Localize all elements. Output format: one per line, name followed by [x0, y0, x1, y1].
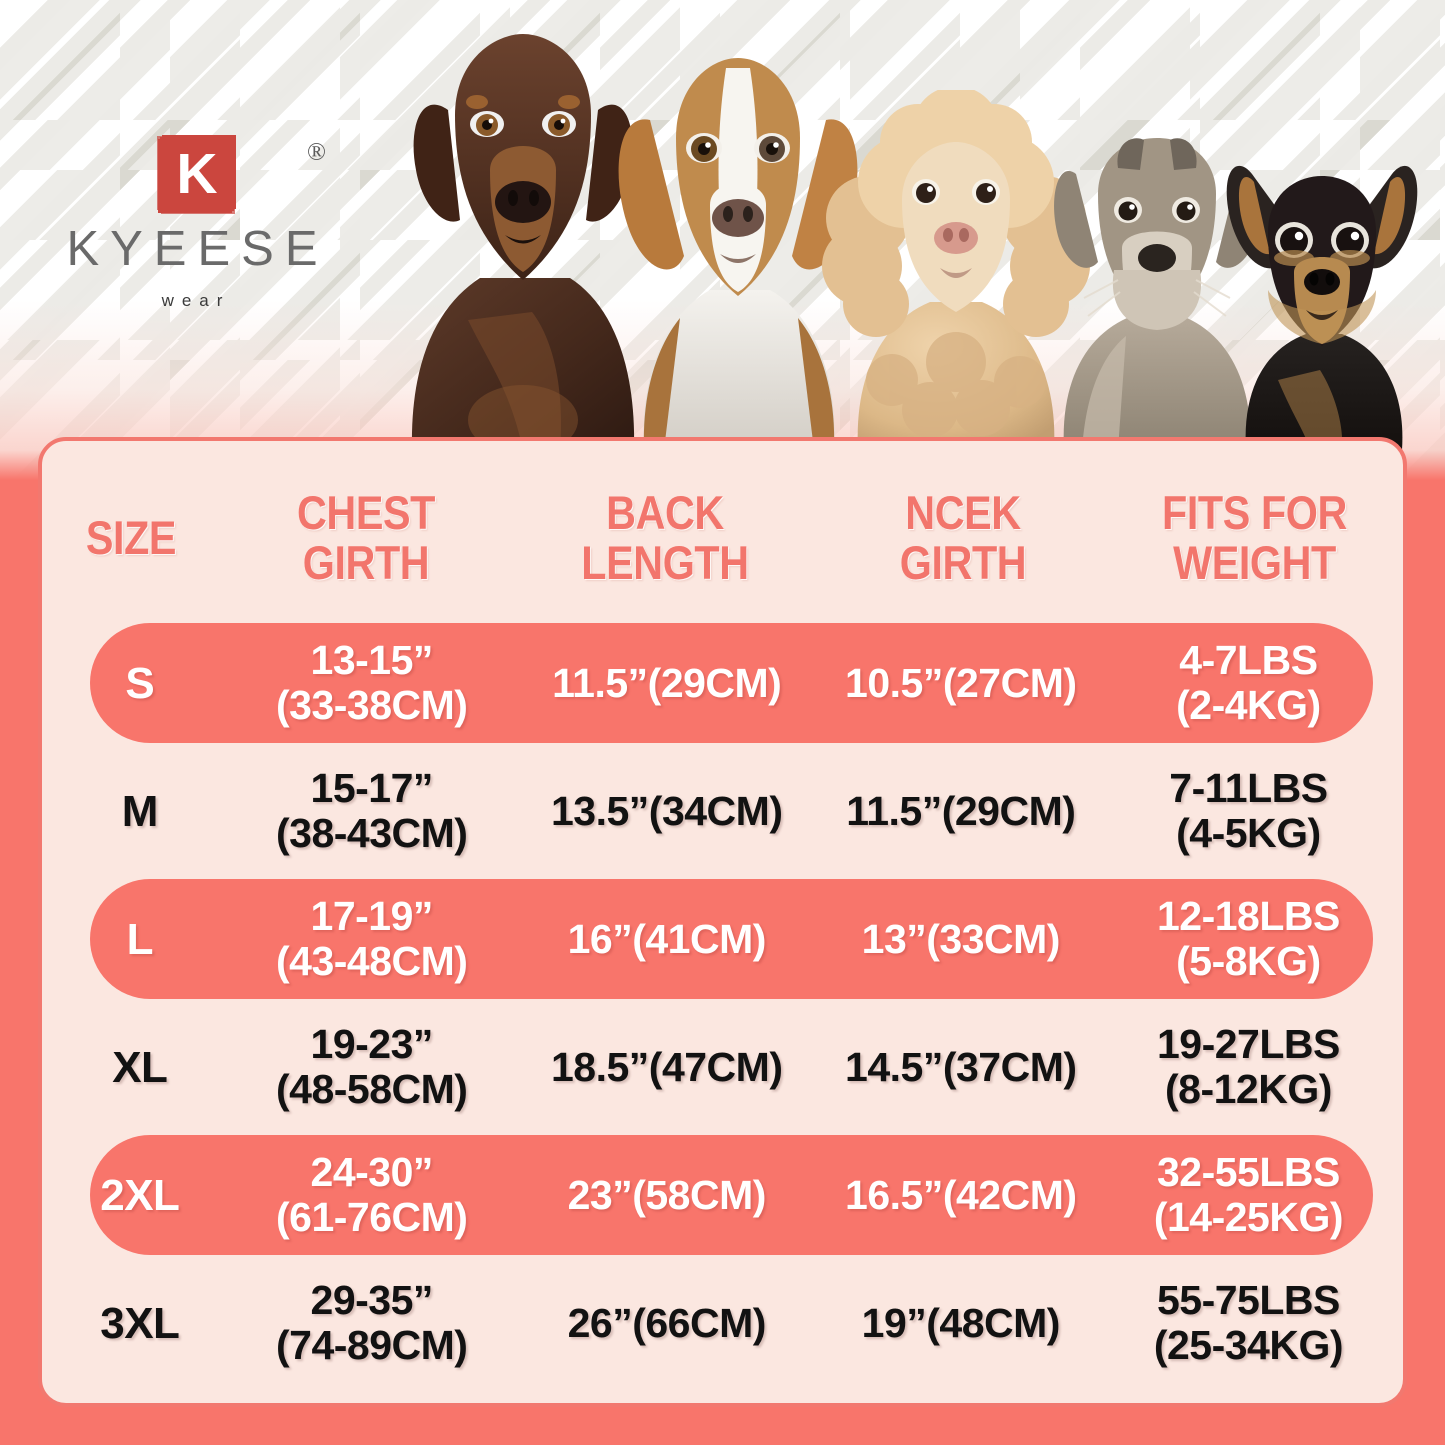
cell-back-length: 13.5”(34CM)	[551, 787, 783, 834]
table-row[interactable]: 2XL 24-30” (61-76CM) 23”(58CM) 16.5”(42C…	[52, 1131, 1393, 1259]
cell-neck-girth: 11.5”(29CM)	[846, 787, 1076, 834]
dog-image-poodle	[822, 90, 1090, 450]
row-highlight-pill	[90, 1135, 1373, 1255]
size-chart-panel: SIZE CHEST GIRTH BACK LENGTH NCEK GIRTH …	[38, 437, 1407, 1407]
cell-size: XL	[112, 1042, 168, 1092]
dog-photo-band	[350, 0, 1445, 450]
cell-size: M	[121, 786, 159, 836]
size-chart-header-row: SIZE CHEST GIRTH BACK LENGTH NCEK GIRTH …	[42, 463, 1403, 613]
cell-neck-girth: 13”(33CM)	[861, 915, 1061, 962]
row-highlight-pill	[90, 623, 1373, 743]
cell-neck-girth: 19”(48CM)	[861, 1299, 1061, 1346]
logo-mark-wrapper: K ®	[22, 135, 362, 217]
table-row[interactable]: XL 19-23” (48-58CM) 18.5”(47CM) 14.5”(37…	[52, 1003, 1393, 1131]
cell-fits-for-weight: 4-7LBS (2-4KG)	[1176, 637, 1321, 728]
registered-trademark-icon: ®	[307, 139, 326, 166]
brand-tagline: wear	[161, 291, 231, 310]
dog-image-doberman	[411, 34, 635, 450]
dog-image-chihuahua	[1226, 165, 1418, 450]
dog-image-beagle	[618, 58, 858, 450]
cell-chest-girth: 17-19” (43-48CM)	[275, 893, 468, 984]
cell-chest-girth: 15-17” (38-43CM)	[275, 765, 468, 856]
cell-back-length: 23”(58CM)	[567, 1171, 767, 1218]
cell-back-length: 26”(66CM)	[567, 1299, 767, 1346]
column-header-back-length: BACK LENGTH	[581, 486, 749, 589]
cell-chest-girth: 19-23” (48-58CM)	[275, 1021, 468, 1112]
cell-neck-girth: 14.5”(37CM)	[845, 1043, 1077, 1090]
cell-fits-for-weight: 7-11LBS (4-5KG)	[1169, 765, 1328, 856]
column-header-chest-girth: CHEST GIRTH	[297, 486, 435, 589]
cell-neck-girth: 16.5”(42CM)	[845, 1171, 1077, 1218]
brand-name: KYEESE	[66, 222, 329, 276]
cell-size: 3XL	[100, 1298, 180, 1348]
cell-fits-for-weight: 19-27LBS (8-12KG)	[1157, 1021, 1340, 1112]
table-row[interactable]: S 13-15” (33-38CM) 11.5”(29CM) 10.5”(27C…	[52, 619, 1393, 747]
logo-k-letter: K	[176, 141, 218, 206]
cell-chest-girth: 13-15” (33-38CM)	[275, 637, 468, 728]
table-row[interactable]: M 15-17” (38-43CM) 13.5”(34CM) 11.5”(29C…	[52, 747, 1393, 875]
column-header-neck-girth: NCEK GIRTH	[899, 486, 1027, 589]
table-row[interactable]: L 17-19” (43-48CM) 16”(41CM) 13”(33CM) 1…	[52, 875, 1393, 1003]
cell-size: L	[126, 914, 154, 964]
logo-k-square-icon: K	[160, 137, 234, 211]
cell-fits-for-weight: 55-75LBS (25-34KG)	[1153, 1277, 1344, 1368]
cell-back-length: 16”(41CM)	[567, 915, 767, 962]
cell-fits-for-weight: 12-18LBS (5-8KG)	[1157, 893, 1340, 984]
cell-size: 2XL	[100, 1170, 180, 1220]
brand-logo: K ® KYEESE wear	[22, 135, 362, 311]
cell-size: S	[125, 658, 155, 708]
cell-neck-girth: 10.5”(27CM)	[845, 659, 1077, 706]
cell-back-length: 18.5”(47CM)	[551, 1043, 783, 1090]
column-header-size: SIZE	[85, 511, 177, 564]
size-chart-rows: S 13-15” (33-38CM) 11.5”(29CM) 10.5”(27C…	[42, 619, 1403, 1403]
cell-chest-girth: 24-30” (61-76CM)	[275, 1149, 468, 1240]
column-header-fits-for-weight: FITS FOR WEIGHT	[1162, 486, 1347, 589]
cell-fits-for-weight: 32-55LBS (14-25KG)	[1153, 1149, 1344, 1240]
cell-chest-girth: 29-35” (74-89CM)	[275, 1277, 468, 1368]
cell-back-length: 11.5”(29CM)	[552, 659, 782, 706]
table-row[interactable]: 3XL 29-35” (74-89CM) 26”(66CM) 19”(48CM)…	[52, 1259, 1393, 1387]
row-highlight-pill	[90, 879, 1373, 999]
